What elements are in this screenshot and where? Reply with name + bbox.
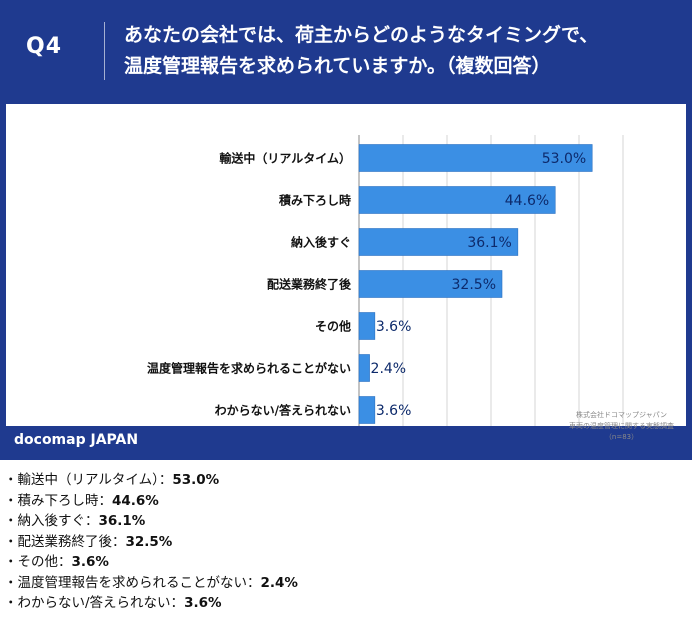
- question-number: Q4: [26, 34, 63, 59]
- value-label: 2.4%: [371, 361, 407, 377]
- bar: [358, 186, 556, 214]
- list-item-value: 53.0%: [172, 472, 220, 488]
- question-header: Q4 あなたの会社では、荷主からどのようなタイミングで、 温度管理報告を求められ…: [0, 0, 692, 100]
- brand-label: docomap JAPAN: [14, 432, 139, 448]
- source-line2: 車両の温度管理に関する実態調査: [569, 422, 674, 430]
- list-item: ・温度管理報告を求められることがない：2.4%: [4, 573, 298, 594]
- list-item-label: ・輸送中（リアルタイム）：: [4, 472, 173, 488]
- category-label: 温度管理報告を求められることがない: [147, 361, 351, 376]
- category-label: わからない/答えられない: [215, 403, 351, 418]
- chart-panel: 輸送中（リアルタイム） 53.0% 積み下ろし時 44.6% 納入後すぐ 36.1% 配送業…: [6, 104, 686, 426]
- bar: [358, 312, 376, 340]
- category-label: 配送業務終了後: [267, 277, 352, 292]
- list-item: ・その他：3.6%: [4, 552, 298, 573]
- value-label: 53.0%: [542, 151, 586, 167]
- list-item-value: 36.1%: [98, 513, 146, 529]
- survey-card: Q4 あなたの会社では、荷主からどのようなタイミングで、 温度管理報告を求められ…: [0, 0, 692, 460]
- list-item-value: 3.6%: [184, 595, 222, 611]
- list-item-value: 32.5%: [125, 533, 173, 550]
- result-list: ・輸送中（リアルタイム）：53.0% ・積み下ろし時：44.6% ・納入後すぐ：36…: [4, 470, 298, 614]
- bar: [358, 228, 519, 256]
- list-item-value: 2.4%: [260, 574, 298, 591]
- list-item-label: ・温度管理報告を求められることがない：: [4, 574, 261, 591]
- bar-chart: 輸送中（リアルタイム） 53.0% 積み下ろし時 44.6% 納入後すぐ 36.1% 配送業…: [147, 135, 624, 426]
- bar: [358, 144, 593, 172]
- category-label: その他: [315, 319, 351, 334]
- list-item: ・わからない/答えられない：3.6%: [4, 593, 298, 614]
- value-label: 32.5%: [452, 277, 496, 293]
- question-title: あなたの会社では、荷主からどのようなタイミングで、 温度管理報告を求められていま…: [124, 20, 674, 82]
- list-item-label: ・配送業務終了後：: [4, 533, 126, 550]
- list-item: ・配送業務終了後：32.5%: [4, 532, 298, 553]
- question-title-line2: 温度管理報告を求められていますか。（複数回答）: [124, 55, 551, 77]
- category-label: 積み下ろし時: [278, 193, 351, 208]
- source-line3: （n=83）: [604, 433, 639, 441]
- bar: [358, 354, 370, 382]
- source-note: 株式会社ドコマップジャパン 車両の温度管理に関する実態調査 （n=83）: [569, 410, 674, 443]
- list-item-value: 44.6%: [112, 492, 159, 509]
- value-label: 44.6%: [505, 193, 549, 209]
- value-label: 3.6%: [376, 403, 412, 419]
- list-item-label: ・わからない/答えられない：: [4, 595, 185, 611]
- header-divider: [104, 22, 105, 80]
- bar: [358, 396, 376, 424]
- value-label: 36.1%: [467, 235, 511, 251]
- list-item: ・納入後すぐ：36.1%: [4, 511, 298, 532]
- source-line1: 株式会社ドコマップジャパン: [576, 411, 667, 419]
- list-item-label: ・積み下ろし時：: [4, 492, 112, 509]
- category-label: 納入後すぐ: [291, 235, 351, 250]
- list-item-value: 3.6%: [71, 554, 109, 570]
- list-item-label: ・その他：: [4, 554, 72, 570]
- bar: [358, 270, 503, 298]
- list-item: ・積み下ろし時：44.6%: [4, 491, 298, 512]
- list-item-label: ・納入後すぐ：: [4, 513, 99, 529]
- list-item: ・輸送中（リアルタイム）：53.0%: [4, 470, 298, 491]
- question-title-line1: あなたの会社では、荷主からどのようなタイミングで、: [124, 24, 599, 46]
- value-label: 3.6%: [376, 319, 412, 335]
- category-label: 輸送中（リアルタイム）: [219, 151, 351, 166]
